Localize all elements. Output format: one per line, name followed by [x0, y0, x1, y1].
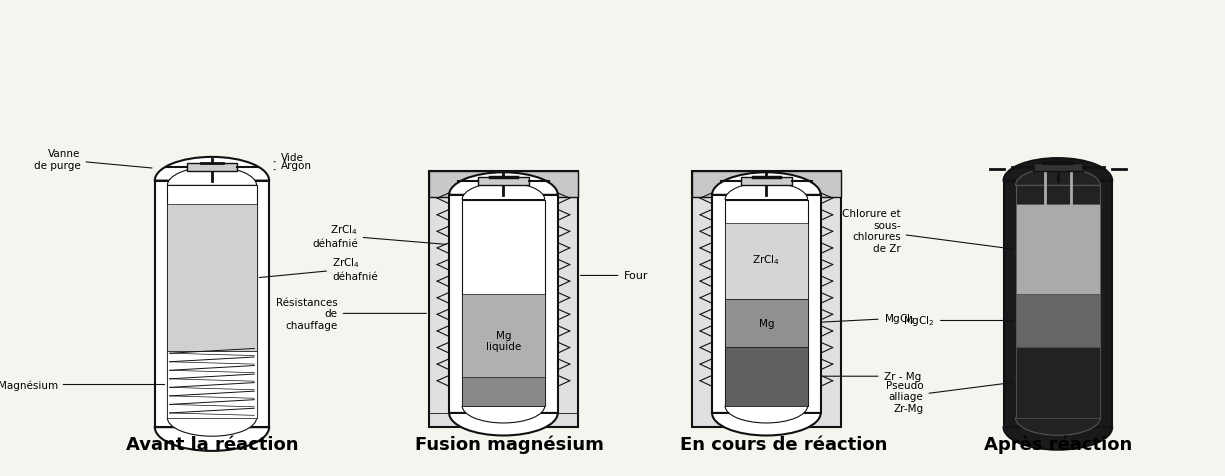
Text: Résistances
de
chauffage: Résistances de chauffage — [276, 297, 426, 330]
Bar — [168, 205, 256, 352]
Bar — [1016, 347, 1100, 418]
Text: MgCl$_2$: MgCl$_2$ — [811, 311, 915, 326]
Text: Pseudo
alliage
Zr-Mg: Pseudo alliage Zr-Mg — [886, 380, 1013, 413]
Bar — [450, 196, 557, 413]
Text: ZrCl$_4$
déhafnié: ZrCl$_4$ déhafnié — [312, 223, 446, 248]
Text: ZrCl$_4$
déhafnié: ZrCl$_4$ déhafnié — [260, 256, 377, 281]
Text: Vide: Vide — [274, 153, 304, 162]
Bar — [712, 196, 821, 413]
Bar — [429, 172, 578, 198]
Wedge shape — [462, 183, 545, 200]
Bar — [692, 172, 840, 427]
Text: Après réaction: Après réaction — [984, 435, 1132, 453]
Wedge shape — [712, 173, 821, 196]
Bar — [1016, 205, 1100, 295]
Text: Zr - Mg: Zr - Mg — [811, 371, 921, 381]
Wedge shape — [725, 406, 807, 423]
Wedge shape — [725, 183, 807, 200]
Wedge shape — [712, 413, 821, 436]
Bar — [462, 200, 545, 406]
Text: Argon: Argon — [274, 161, 311, 171]
Wedge shape — [1016, 169, 1100, 186]
Text: Avant la réaction: Avant la réaction — [126, 436, 298, 453]
Bar — [168, 186, 256, 418]
Bar — [462, 377, 545, 406]
Text: Vanne
de purge: Vanne de purge — [34, 149, 152, 171]
Bar — [478, 178, 529, 186]
Wedge shape — [1003, 427, 1112, 450]
Bar — [186, 163, 238, 172]
Text: Chlorure et
sous-
chlorures
de Zr: Chlorure et sous- chlorures de Zr — [842, 208, 1013, 253]
Bar — [429, 172, 578, 427]
Bar — [1016, 295, 1100, 347]
Bar — [692, 172, 840, 198]
Bar — [741, 178, 791, 186]
Text: Magnésium: Magnésium — [0, 379, 164, 390]
Text: Mg: Mg — [758, 318, 774, 328]
Bar — [1003, 181, 1112, 427]
Text: Four: Four — [581, 271, 648, 281]
Bar — [725, 299, 807, 347]
Wedge shape — [168, 418, 256, 436]
Text: ZrCl$_4$: ZrCl$_4$ — [752, 252, 780, 266]
Bar — [1016, 186, 1100, 418]
Bar — [725, 224, 807, 299]
Wedge shape — [450, 173, 557, 196]
Wedge shape — [154, 158, 270, 181]
Bar — [725, 200, 807, 406]
Wedge shape — [1003, 159, 1112, 181]
Wedge shape — [154, 427, 270, 451]
Bar — [462, 295, 545, 406]
Text: Fusion magnésium: Fusion magnésium — [415, 435, 604, 453]
Bar — [154, 181, 270, 427]
Bar — [168, 352, 256, 418]
Text: En cours de réaction: En cours de réaction — [680, 436, 887, 453]
Text: Mg
liquide: Mg liquide — [486, 330, 521, 352]
Bar — [725, 347, 807, 406]
Bar — [1033, 163, 1083, 172]
Wedge shape — [1016, 418, 1100, 436]
Wedge shape — [462, 406, 545, 423]
Wedge shape — [450, 413, 557, 436]
Text: MgCl$_2$: MgCl$_2$ — [903, 314, 1013, 328]
Wedge shape — [168, 168, 256, 186]
